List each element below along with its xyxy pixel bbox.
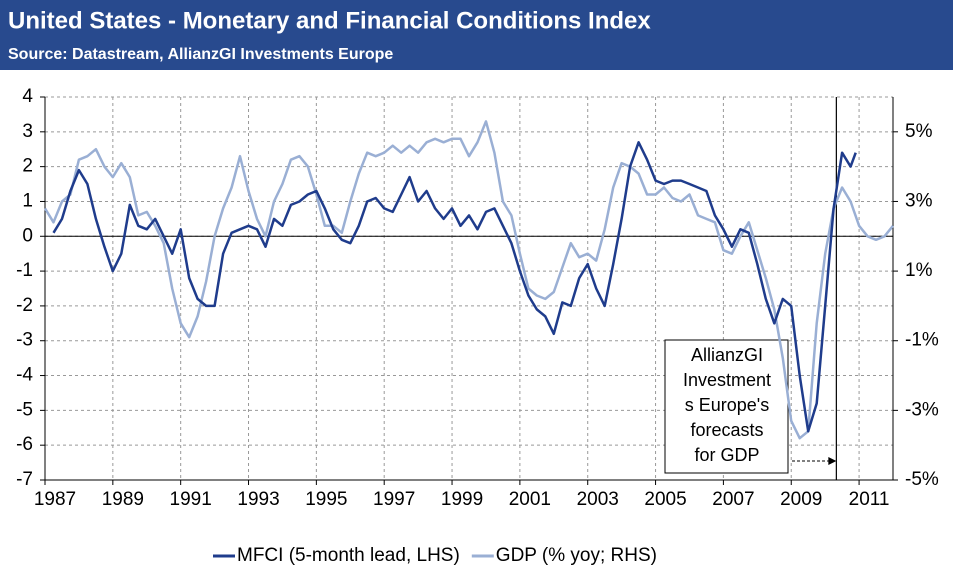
- y2-tick-label: -1%: [905, 330, 939, 351]
- y-tick-label: 0: [22, 225, 33, 246]
- series-line: [43, 120, 894, 440]
- legend-label: MFCI (5-month lead, LHS): [237, 545, 460, 566]
- x-tick-label: 1997: [373, 489, 415, 510]
- series-line: [52, 141, 857, 433]
- y-tick-label: -2: [16, 295, 33, 316]
- annotation-text: forecasts: [690, 420, 763, 440]
- y-tick-label: -7: [16, 469, 33, 490]
- x-tick-label: 2001: [509, 489, 551, 510]
- y2-tick-label: -3%: [905, 399, 939, 420]
- chart-subtitle: Source: Datastream, AllianzGI Investment…: [8, 46, 393, 63]
- y-tick-label: -6: [16, 434, 33, 455]
- x-tick-label: 1989: [102, 489, 144, 510]
- x-tick-label: 1991: [170, 489, 212, 510]
- x-tick-label: 1999: [441, 489, 483, 510]
- y2-tick-label: -5%: [905, 469, 939, 490]
- annotation-text: s Europe's: [685, 395, 769, 415]
- annotation-arrowhead: [828, 457, 837, 465]
- y-tick-label: -4: [16, 365, 33, 386]
- x-tick-label: 1995: [305, 489, 347, 510]
- x-tick-label: 1987: [34, 489, 76, 510]
- y-tick-label: 1: [22, 190, 33, 211]
- y-tick-label: 4: [22, 86, 33, 107]
- x-tick-label: 1993: [237, 489, 279, 510]
- x-tick-label: 2009: [780, 489, 822, 510]
- y2-tick-label: 5%: [905, 121, 933, 142]
- annotation-box: [664, 339, 789, 474]
- y-tick-label: 2: [22, 156, 33, 177]
- x-tick-label: 2003: [577, 489, 619, 510]
- annotation-text: for GDP: [694, 445, 759, 465]
- annotation-text: AllianzGI: [691, 345, 763, 365]
- y-tick-label: -1: [16, 260, 33, 281]
- y-tick-label: -3: [16, 330, 33, 351]
- y-tick-label: -5: [16, 399, 33, 420]
- header-band: [0, 0, 953, 70]
- legend-label: GDP (% yoy; RHS): [496, 545, 657, 566]
- x-tick-label: 2011: [849, 489, 890, 510]
- annotation-text: Investment: [683, 370, 771, 390]
- x-tick-label: 2007: [712, 489, 754, 510]
- y-tick-label: 3: [22, 121, 33, 142]
- y2-tick-label: 1%: [905, 260, 933, 281]
- chart-title: United States - Monetary and Financial C…: [8, 7, 651, 34]
- x-tick-label: 2005: [644, 489, 686, 510]
- y2-tick-label: 3%: [905, 190, 933, 211]
